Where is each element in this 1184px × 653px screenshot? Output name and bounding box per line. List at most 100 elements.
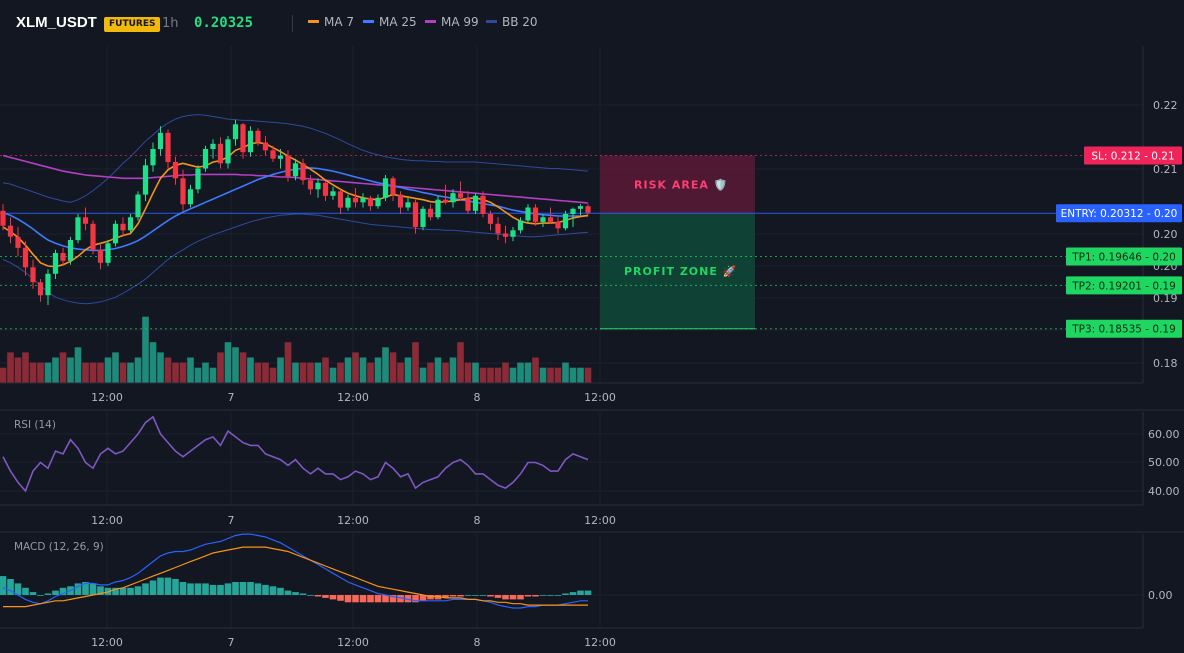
candle[interactable] (120, 217, 126, 237)
candle[interactable] (577, 204, 584, 216)
candle[interactable] (135, 191, 141, 221)
candle[interactable] (457, 181, 464, 202)
symbol-name[interactable]: XLM_USDT (16, 14, 97, 31)
candle[interactable] (555, 217, 561, 234)
candle[interactable] (390, 176, 396, 201)
candle[interactable] (397, 191, 404, 214)
candle[interactable] (322, 181, 329, 202)
candle[interactable] (442, 184, 449, 205)
candle[interactable] (292, 158, 299, 181)
candle[interactable] (495, 217, 501, 240)
candle[interactable] (465, 191, 471, 214)
level-labels[interactable]: SL: 0.212 - 0.21 ENTRY: 0.20312 - 0.20 TP1… (1056, 146, 1182, 338)
candle[interactable] (52, 249, 59, 279)
risk-area[interactable]: RISK AREA 🛡️ (600, 155, 755, 214)
candle[interactable] (510, 227, 516, 242)
candle[interactable] (337, 189, 344, 214)
candle[interactable] (180, 169, 186, 211)
candle[interactable] (427, 204, 434, 221)
macd-histogram-bar (434, 595, 442, 600)
candle[interactable] (172, 156, 179, 185)
candle[interactable] (97, 243, 104, 270)
legend-bb20[interactable]: BB 20 (486, 15, 538, 29)
candle[interactable] (202, 145, 209, 172)
candle[interactable] (270, 145, 276, 162)
legend-ma99[interactable]: MA 99 (425, 15, 479, 29)
candle[interactable] (187, 184, 194, 208)
candle[interactable] (67, 236, 74, 265)
profit-zone[interactable]: PROFIT ZONE 🚀 (600, 213, 755, 330)
candle[interactable] (502, 225, 509, 244)
candle[interactable] (517, 217, 524, 234)
candle[interactable] (345, 194, 351, 211)
candle[interactable] (360, 193, 366, 208)
candle[interactable] (157, 126, 164, 156)
candle[interactable] (352, 188, 359, 208)
candle[interactable] (30, 259, 36, 289)
candle[interactable] (225, 136, 231, 169)
candle[interactable] (262, 136, 269, 156)
candle[interactable] (367, 195, 374, 211)
candle[interactable] (90, 220, 96, 255)
candle[interactable] (382, 175, 389, 201)
candle[interactable] (75, 214, 81, 244)
candle[interactable] (232, 119, 239, 146)
candle[interactable] (307, 175, 314, 195)
macd-pane[interactable]: MACD (12, 26, 9) 0.00 (0, 533, 1173, 609)
candle[interactable] (142, 158, 149, 201)
candle[interactable] (7, 217, 14, 244)
candle[interactable] (450, 189, 456, 208)
candlesticks[interactable] (0, 119, 591, 305)
candle[interactable] (525, 204, 531, 224)
level-label-4[interactable]: TP3: 0.18535 - 0.19 (1066, 319, 1182, 338)
candle[interactable] (487, 210, 494, 231)
candle[interactable] (112, 220, 119, 247)
candle[interactable] (37, 279, 44, 302)
candle[interactable] (585, 204, 591, 216)
level-label-3[interactable]: TP2: 0.19201 - 0.19 (1066, 276, 1182, 295)
candle[interactable] (330, 186, 336, 200)
candle[interactable] (105, 240, 111, 266)
candle[interactable] (45, 269, 51, 305)
candle[interactable] (480, 191, 486, 218)
candle[interactable] (127, 214, 134, 234)
level-label-2[interactable]: TP1: 0.19646 - 0.20 (1066, 247, 1182, 266)
candle[interactable] (247, 126, 254, 157)
candle[interactable] (240, 123, 246, 159)
legend-ma25[interactable]: MA 25 (363, 15, 417, 29)
candle[interactable] (315, 178, 321, 198)
candle[interactable] (150, 142, 156, 172)
candle[interactable] (60, 247, 66, 266)
candle[interactable] (195, 165, 201, 194)
candle[interactable] (562, 210, 569, 231)
time-axes[interactable]: 12:00 7 12:00 8 12:00 12:00 7 12:00 8 12:00 12:00 7… (91, 391, 616, 649)
candle[interactable] (22, 241, 29, 276)
candle[interactable] (82, 207, 89, 231)
candle[interactable] (412, 199, 419, 234)
candle[interactable] (472, 193, 479, 214)
candle[interactable] (547, 207, 554, 224)
candle[interactable] (300, 158, 306, 185)
candle[interactable] (420, 206, 426, 231)
timeframe-label[interactable]: 1h (162, 16, 179, 31)
candle[interactable] (277, 149, 284, 169)
candle[interactable] (0, 204, 6, 231)
candle[interactable] (405, 197, 411, 211)
candle[interactable] (255, 128, 261, 146)
candle[interactable] (210, 139, 216, 159)
level-label-0[interactable]: SL: 0.212 - 0.21 (1084, 146, 1182, 165)
candle[interactable] (217, 137, 224, 169)
candle[interactable] (540, 214, 546, 227)
legend-ma7[interactable]: MA 7 (308, 15, 354, 29)
trade-zones[interactable]: RISK AREA 🛡️ PROFIT ZONE 🚀 (600, 155, 755, 330)
candle[interactable] (435, 195, 441, 220)
candle[interactable] (570, 207, 576, 228)
candle[interactable] (285, 150, 291, 182)
candle[interactable] (532, 204, 539, 226)
rsi-pane[interactable]: RSI (14) 60.00 50.00 40.00 (2, 415, 1180, 498)
candle[interactable] (375, 194, 381, 209)
candle[interactable] (15, 227, 21, 257)
level-label-1[interactable]: ENTRY: 0.20312 - 0.20 (1056, 204, 1182, 223)
candle[interactable] (165, 129, 171, 169)
